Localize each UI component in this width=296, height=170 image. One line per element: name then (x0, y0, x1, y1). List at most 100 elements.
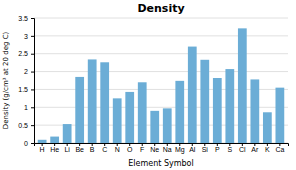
y-tick: 2 (24, 68, 34, 75)
x-tick: H (40, 143, 45, 153)
y-tick-mark (31, 89, 34, 90)
grid-line (34, 125, 288, 126)
x-tick-label: C (102, 146, 107, 153)
grid-line (34, 71, 288, 72)
x-tick-label: Cl (239, 146, 246, 153)
x-tick: He (50, 143, 59, 153)
bar (75, 77, 84, 143)
y-tick-label: 1.5 (18, 86, 28, 93)
y-tick: 1.5 (18, 86, 34, 93)
title: Density (137, 2, 184, 15)
x-tick-label: He (50, 146, 59, 153)
x-tick: Na (163, 143, 172, 153)
x-tick: Be (75, 143, 84, 153)
bar (125, 92, 134, 143)
x-tick-label: Ar (251, 146, 259, 153)
x-axis: H He Li Be BC NOF Ne NaMg Al Si PS Cl Ar K Ca (35, 143, 289, 154)
y-tick-label: 1 (24, 104, 28, 111)
bar (150, 111, 159, 143)
bar (63, 124, 72, 143)
y-tick-mark (31, 36, 34, 37)
bar (263, 112, 272, 143)
plot: H He Li Be BC NOF Ne NaMg Al Si PS Cl Ar K Ca 0 0.5 1 1.5 2… (18, 15, 288, 154)
bar (275, 88, 284, 143)
grid-line (34, 53, 288, 54)
x-tick-label: O (127, 146, 133, 153)
y-tick: 2.5 (18, 50, 34, 57)
x-tick: F (140, 143, 144, 153)
y-tick-label: 3 (24, 33, 28, 40)
x-tick-label: Mg (175, 146, 185, 154)
bar (238, 28, 247, 143)
bars (38, 28, 284, 143)
x-tick: Cl (239, 143, 246, 153)
y-tick-mark (31, 18, 34, 19)
x-axis-title: Element Symbol (128, 159, 193, 168)
x-tick-label: F (140, 146, 144, 153)
chart: H He Li Be BC NOF Ne NaMg Al Si PS Cl Ar K Ca 0 0.5 1 1.5 2… (0, 0, 296, 170)
x-tick: B (90, 143, 95, 153)
y-axis: 0 0.5 1 1.5 2 2.5 3 3.5 (18, 15, 34, 147)
grid-line (34, 18, 288, 19)
x-tick: K (265, 143, 270, 153)
x-tick-label: P (215, 146, 220, 153)
y-tick-mark (31, 125, 34, 126)
y-tick-mark (31, 72, 34, 73)
x-tick: C (102, 143, 107, 153)
y-tick: 3.5 (18, 15, 34, 22)
y-tick-label: 0.5 (18, 122, 28, 129)
bar (188, 47, 197, 143)
y-tick-label: 0 (24, 140, 28, 147)
y-tick: 1 (24, 104, 34, 111)
y-tick-label: 2 (24, 68, 28, 75)
y-tick-label: 2.5 (18, 50, 28, 57)
x-tick-label: B (90, 146, 95, 153)
x-tick-label: K (265, 146, 270, 153)
x-tick: S (227, 143, 232, 153)
y-tick-mark (31, 143, 34, 144)
y-tick-label: 3.5 (18, 15, 28, 22)
x-tick-label: Na (163, 146, 172, 153)
bar (88, 59, 97, 143)
bar (250, 79, 259, 143)
grid (34, 18, 288, 143)
x-tick: Mg (175, 143, 185, 154)
x-tick: Li (64, 143, 70, 153)
x-tick-label: S (227, 146, 232, 153)
bar (200, 60, 209, 143)
x-tick-label: Ne (150, 146, 159, 153)
x-tick: Si (202, 143, 209, 153)
x-tick: Ar (251, 143, 259, 153)
bar (100, 62, 109, 143)
bar (163, 108, 172, 143)
y-tick: 0 (24, 140, 34, 147)
x-tick: Ne (150, 143, 159, 153)
y-tick-mark (31, 107, 34, 108)
x-tick-label: H (40, 146, 45, 153)
bar (138, 82, 147, 143)
x-tick-label: Al (189, 146, 196, 153)
x-tick: P (215, 143, 220, 153)
y-axis-line (31, 19, 35, 144)
grid-line (34, 89, 288, 90)
bar (213, 78, 222, 143)
x-tick-label: Si (202, 146, 209, 153)
grid-line (34, 35, 288, 36)
y-tick-mark (31, 54, 34, 55)
x-tick: Al (189, 143, 196, 153)
bar (38, 140, 47, 143)
x-tick-label: Li (64, 146, 70, 153)
bar (225, 69, 234, 143)
bar (113, 98, 122, 143)
bar (175, 81, 184, 143)
y-tick: 3 (24, 33, 34, 40)
y-axis-title: Density (g/cm³ at 20 deg C) (2, 31, 10, 129)
x-tick: O (127, 143, 133, 153)
x-tick-label: N (115, 146, 120, 153)
x-tick-label: Ca (275, 146, 284, 153)
x-tick: Ca (275, 143, 284, 153)
x-tick: N (115, 143, 120, 153)
grid-line (34, 107, 288, 108)
x-tick-label: Be (75, 146, 84, 153)
bar (50, 137, 59, 143)
